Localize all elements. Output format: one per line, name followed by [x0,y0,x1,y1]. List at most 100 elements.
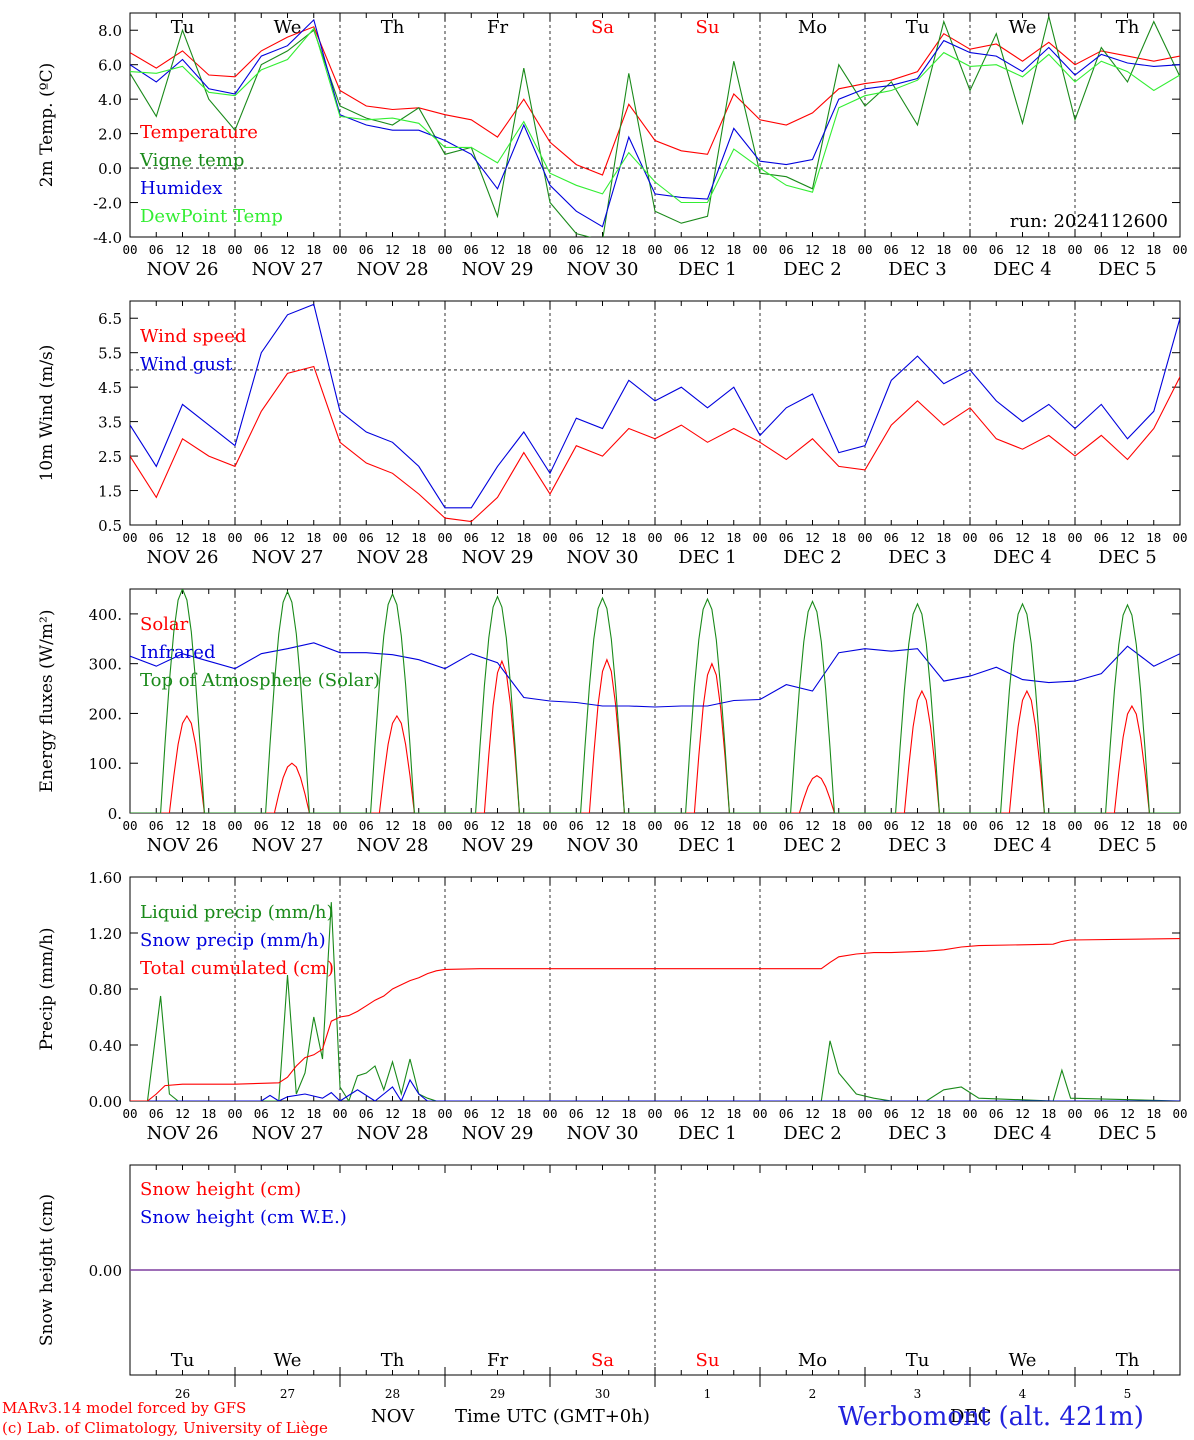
run-annotation: run: 2024112600 [1010,211,1168,232]
date-label: NOV 29 [462,1123,534,1144]
date-label: DEC 2 [783,835,842,856]
hour-tick-label: 12 [490,818,505,833]
hour-tick-label: 18 [831,818,846,833]
hour-tick-label: 18 [831,530,846,545]
day-of-week-label: Tu [906,17,930,38]
hour-tick-label: 12 [910,530,925,545]
date-label: NOV 28 [357,547,429,568]
y-tick-label: 0.00 [89,1093,122,1111]
hour-tick-label: 12 [385,1106,400,1121]
hour-tick-label: 06 [149,530,164,545]
hour-tick-label: 12 [280,818,295,833]
y-tick-label: 1.5 [98,483,122,501]
day-number-label: 1 [704,1387,712,1401]
hour-tick-label: 18 [621,1106,636,1121]
y-tick-label: 300. [89,656,122,674]
date-label: NOV 28 [357,1123,429,1144]
hour-tick-label: 12 [1120,242,1135,257]
series-line-humidex [130,18,1180,228]
hour-tick-label: 12 [280,242,295,257]
hour-tick-label: 00 [962,530,977,545]
hour-tick-label: 06 [884,818,899,833]
y-tick-label: 8.0 [98,22,122,40]
legend-humidex: Humidex [140,178,222,199]
hour-tick-label: 00 [752,530,767,545]
y-tick-label: 0.40 [89,1037,122,1055]
date-label: NOV 30 [567,259,639,280]
y-tick-label: 0. [108,805,122,823]
hour-tick-label: 00 [122,1106,137,1121]
hour-tick-label: 00 [752,1106,767,1121]
hour-tick-label: 12 [490,530,505,545]
day-of-week-label: Sa [591,17,614,38]
hour-tick-label: 00 [857,242,872,257]
hour-tick-label: 18 [201,530,216,545]
hour-tick-label: 06 [1094,530,1109,545]
hour-tick-label: 18 [201,818,216,833]
y-tick-label: 6.5 [98,310,122,328]
legend-total-cumulated-cm: Total cumulated (cm) [140,958,334,979]
date-label: DEC 4 [993,835,1052,856]
hour-tick-label: 00 [647,818,662,833]
day-of-week-label: Th [1116,1350,1140,1371]
legend-liquid-precip-mm-h: Liquid precip (mm/h) [140,902,334,923]
hour-tick-label: 06 [884,242,899,257]
hour-tick-label: 06 [359,242,374,257]
y-axis-title: 10m Wind (m/s) [37,345,57,482]
y-tick-label: 2.0 [98,126,122,144]
panel-energy: 0. 100. 200. 300. 400. Energy fluxes (W/m²) 00… [37,588,1188,856]
day-number-label: 27 [280,1387,295,1401]
hour-tick-label: 12 [175,242,190,257]
hour-tick-label: 00 [857,1106,872,1121]
legend-top-of-atmosphere-solar: Top of Atmosphere (Solar) [140,670,380,691]
hour-tick-label: 18 [411,242,426,257]
hour-tick-label: 18 [516,1106,531,1121]
legend-snow-height-cm: Snow height (cm) [140,1179,301,1200]
date-label: DEC 5 [1098,259,1157,280]
hour-tick-label: 12 [1120,530,1135,545]
hour-tick-label: 12 [175,818,190,833]
hour-tick-label: 00 [227,530,242,545]
hour-tick-label: 06 [254,818,269,833]
hour-tick-label: 12 [910,242,925,257]
hour-tick-label: 12 [1015,818,1030,833]
panel-precip: 0.00 0.40 0.80 1.20 1.60 Precip (mm/h) 00 06 12 1… [37,869,1188,1144]
date-label: DEC 5 [1098,547,1157,568]
series-line-vigne-temp [130,16,1180,237]
legend-vigne-temp: Vigne temp [139,150,244,171]
panel-temperature: -4.0 -2.0 0.0 2.0 4.0 6.0 8.0 2m Temp. (ºC) 00 06… [37,12,1188,280]
hour-tick-label: 18 [306,1106,321,1121]
date-label: NOV 27 [252,547,324,568]
hour-tick-label: 18 [306,818,321,833]
date-label: DEC 4 [993,547,1052,568]
hour-tick-label: 12 [805,818,820,833]
legend-infrared: Infrared [140,642,215,663]
hour-tick-label: 12 [1120,818,1135,833]
hour-tick-label: 06 [359,1106,374,1121]
hour-tick-label: 06 [779,242,794,257]
day-of-week-label: Tu [171,17,195,38]
panel-snow: 0.00 Snow height (cm) Tu We Th Fr Sa Su Mo Tu We Th… [37,1164,1181,1401]
date-label: NOV 26 [147,835,219,856]
y-tick-label: 5.5 [98,345,122,363]
hour-tick-label: 12 [385,818,400,833]
hour-tick-label: 12 [490,1106,505,1121]
y-tick-label: 2.5 [98,448,122,466]
day-of-week-label: Tu [171,1350,195,1371]
date-label: NOV 26 [147,547,219,568]
hour-tick-label: 06 [989,1106,1004,1121]
y-tick-label: 100. [89,755,122,773]
hour-tick-label: 12 [280,1106,295,1121]
hour-tick-label: 06 [779,530,794,545]
day-of-week-label: We [1009,17,1037,38]
day-of-week-label: We [1009,1350,1037,1371]
hour-tick-label: 06 [359,818,374,833]
hour-tick-label: 00 [1172,1106,1187,1121]
hour-tick-label: 00 [1172,242,1187,257]
series-line-snow-precip-mm-h [130,1078,1180,1101]
date-label: NOV 27 [252,259,324,280]
y-axis-title: 2m Temp. (ºC) [37,63,57,188]
hour-tick-label: 18 [516,530,531,545]
series-line-infrared [130,642,1180,708]
hour-tick-label: 12 [385,242,400,257]
